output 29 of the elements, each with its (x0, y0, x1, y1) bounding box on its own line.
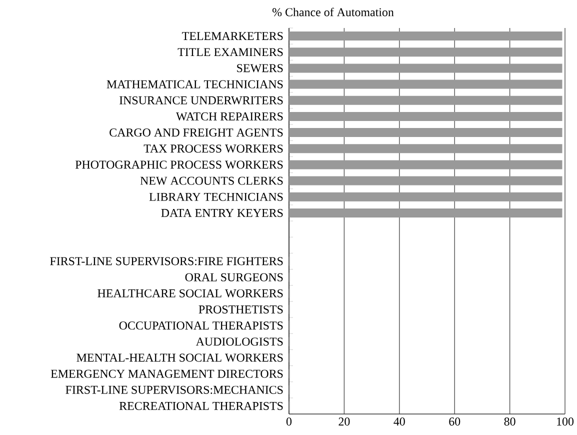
y-tick-label: PROSTHETISTS (198, 305, 283, 314)
x-tick-label: 100 (557, 418, 574, 426)
y-tick-label: INSURANCE UNDERWRITERS (120, 96, 283, 104)
y-tick-label: FIRST-LINE SUPERVISORS:MECHANICS (66, 386, 283, 394)
y-tick-label: TITLE EXAMINERS (178, 48, 283, 56)
y-tick-label: ORAL SURGEONS (185, 273, 283, 282)
y-tick-label: CARGO AND FREIGHT AGENTS (110, 128, 283, 137)
y-tick-label: MATHEMATICAL TECHNICIANS (106, 80, 283, 88)
y-tick-label: LIBRARY TECHNICIANS (149, 192, 283, 201)
y-tick-label: MENTAL-HEALTH SOCIAL WORKERS (76, 354, 283, 362)
y-tick-label: RECREATIONAL THERAPISTS (119, 402, 283, 410)
y-tick-label: NEW ACCOUNTS CLERKS (140, 176, 283, 185)
x-tick-label: 40 (394, 418, 405, 426)
y-tick-label: SEWERS (237, 64, 283, 72)
x-tick-label: 80 (504, 418, 516, 426)
chart-title: % Chance of Automation (272, 8, 394, 16)
y-tick-label: AUDIOLOGISTS (196, 338, 283, 346)
y-tick-label: TELEMARKETERS (182, 32, 283, 40)
y-tick-label: HEALTHCARE SOCIAL WORKERS (98, 289, 283, 298)
y-tick-label: EMERGENCY MANAGEMENT DIRECTORS (50, 370, 283, 378)
y-tick-label: OCCUPATIONAL THERAPISTS (119, 322, 283, 330)
y-tick-label: WATCH REPAIRERS (176, 112, 283, 121)
y-tick-label: PHOTOGRAPHIC PROCESS WORKERS (75, 160, 283, 169)
y-tick-label: DATA ENTRY KEYERS (161, 208, 283, 217)
x-tick-label: 0 (286, 418, 292, 426)
x-tick-label: 20 (338, 418, 350, 426)
x-tick-label: 60 (449, 418, 460, 426)
y-tick-label: TAX PROCESS WORKERS (144, 144, 283, 153)
y-tick-label: FIRST-LINE SUPERVISORS:FIRE FIGHTERS (50, 257, 283, 266)
